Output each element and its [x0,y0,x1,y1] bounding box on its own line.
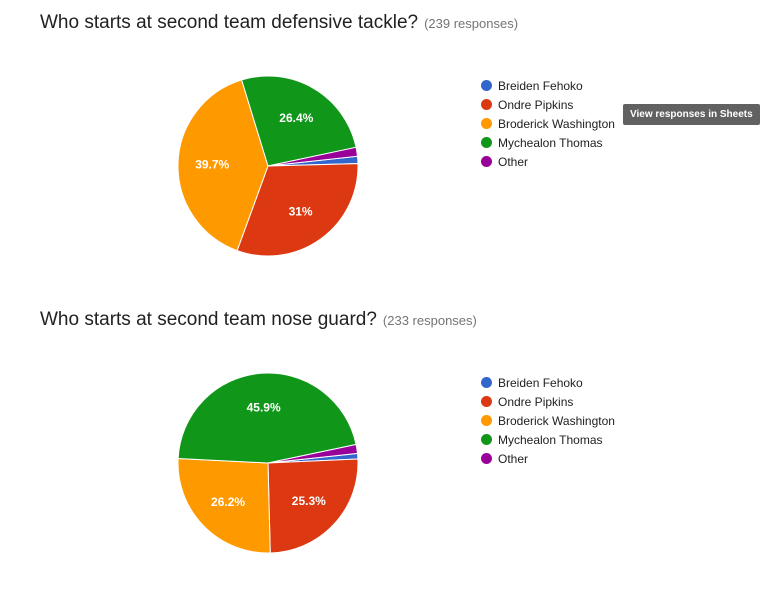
pie-slice-mychealon-thomas[interactable] [177,372,357,464]
pie-slice-mychealon-thomas[interactable] [241,75,357,167]
pie-slice-ondre-pipkins[interactable] [236,163,359,257]
legend-label: Other [498,451,529,466]
slice-data-label: 45.9% [247,400,281,414]
pie-slice-other[interactable] [267,443,359,464]
legend-label: Mychealon Thomas [498,135,603,150]
legend-label: Breiden Fehoko [498,78,583,93]
chart-card-1: Who starts at second team defensive tack… [0,0,766,297]
pie-chart: 31% 39.7% 26.4% [177,75,359,257]
pie-slice-broderick-washington[interactable] [177,457,271,554]
chart-title: Who starts at second team defensive tack… [40,12,419,33]
legend-label: Broderick Washington [498,116,615,131]
legend-item: Breiden Fehoko [481,373,615,392]
legend-item: Ondre Pipkins [481,392,615,411]
legend-item: Mychealon Thomas [481,133,615,152]
legend-label: Breiden Fehoko [498,375,583,390]
slice-data-label: 26.4% [279,111,313,125]
question-title: Who starts at second team defensive tack… [40,12,518,34]
legend-item: Other [481,152,615,171]
legend: Breiden Fehoko Ondre Pipkins Broderick W… [481,373,615,468]
legend-swatch [481,377,492,388]
legend-swatch [481,80,492,91]
legend: Breiden Fehoko Ondre Pipkins Broderick W… [481,76,615,171]
legend-swatch [481,434,492,445]
legend-item: Ondre Pipkins [481,95,615,114]
question-title: Who starts at second team nose guard? (23… [40,309,477,331]
legend-label: Ondre Pipkins [498,97,574,112]
chart-title: Who starts at second team nose guard? [40,309,377,330]
chart-card-2: Who starts at second team nose guard? (23… [0,297,766,594]
legend-swatch [481,396,492,407]
view-responses-in-sheets-tooltip[interactable]: View responses in Sheets [623,104,760,125]
legend-label: Mychealon Thomas [498,432,603,447]
response-count: (233 responses) [382,313,477,328]
legend-swatch [481,99,492,110]
legend-label: Broderick Washington [498,413,615,428]
legend-item: Broderick Washington [481,114,615,133]
slice-data-label: 31% [289,204,313,218]
slice-data-label: 26.2% [211,495,245,509]
legend-swatch [481,415,492,426]
slice-data-label: 39.7% [195,158,229,172]
pie-slice-broderick-washington[interactable] [177,79,269,252]
pie-slice-other[interactable] [267,146,359,167]
legend-swatch [481,156,492,167]
pie-chart: 25.3% 26.2% 45.9% [177,372,359,554]
legend-swatch [481,137,492,148]
legend-item: Other [481,449,615,468]
legend-swatch [481,453,492,464]
legend-item: Mychealon Thomas [481,430,615,449]
legend-swatch [481,118,492,129]
legend-item: Breiden Fehoko [481,76,615,95]
legend-item: Broderick Washington [481,411,615,430]
pie-slice-ondre-pipkins[interactable] [267,458,359,554]
response-count: (239 responses) [424,16,519,31]
legend-label: Other [498,154,529,169]
legend-label: Ondre Pipkins [498,394,574,409]
slice-data-label: 25.3% [292,494,326,508]
